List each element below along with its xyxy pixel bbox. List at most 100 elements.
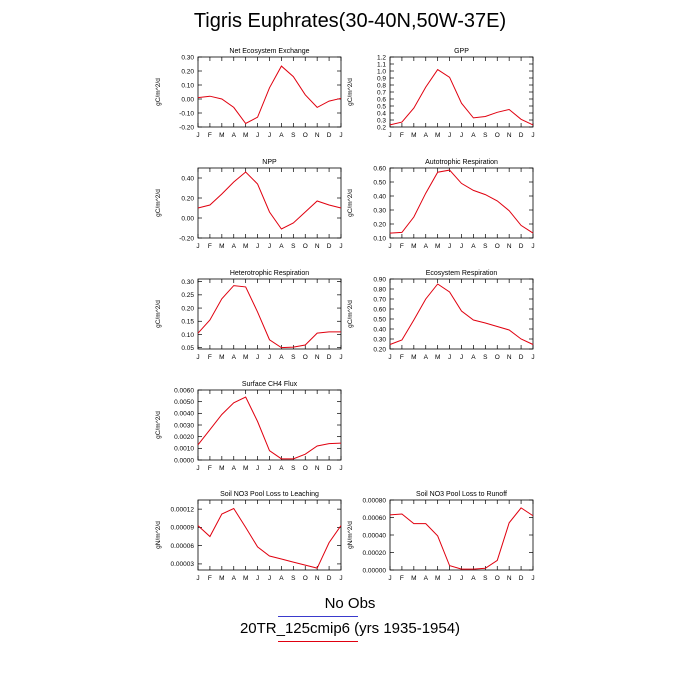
x-tick-label: M [411, 243, 416, 250]
y-axis-label: gC/m^2/d [347, 300, 354, 328]
x-tick-label: J [531, 132, 534, 139]
x-tick-label: D [327, 575, 332, 582]
x-tick-label: J [388, 243, 391, 250]
x-tick-label: J [460, 575, 463, 582]
y-tick-label: 0.30 [181, 54, 194, 61]
y-tick-label: 0.00012 [171, 506, 195, 513]
y-tick-label: 0.15 [181, 319, 194, 326]
chart-panel: GPPgC/m^2/d0.20.30.40.50.60.70.80.91.01.… [347, 48, 535, 139]
y-tick-label: 0.00020 [363, 550, 387, 557]
x-tick-label: S [483, 243, 488, 250]
x-tick-label: J [388, 354, 391, 361]
x-tick-label: N [315, 465, 320, 472]
x-tick-label: D [327, 132, 332, 139]
panel-title: Autotrophic Respiration [425, 159, 498, 166]
y-tick-label: 0.6 [377, 96, 386, 103]
x-tick-label: S [483, 132, 488, 139]
x-tick-label: A [471, 354, 476, 361]
x-tick-label: J [339, 132, 342, 139]
y-tick-label: 0.5 [377, 103, 386, 110]
legend-model-label: 20TR_125cmip6 (yrs 1935-1954) [239, 620, 461, 637]
x-tick-label: F [400, 132, 404, 139]
x-tick-label: S [291, 132, 296, 139]
series-line [389, 68, 534, 126]
x-tick-label: F [400, 354, 404, 361]
y-tick-label: 0.50 [373, 316, 386, 323]
x-tick-label: N [315, 354, 320, 361]
x-tick-label: O [303, 243, 308, 250]
x-tick-label: D [519, 354, 524, 361]
panel-title: Net Ecosystem Exchange [229, 48, 309, 55]
chart-panel: Soil NO3 Pool Loss to Leaching gN/m^2/d 0.… [155, 491, 343, 582]
x-tick-label: A [279, 243, 284, 250]
y-tick-label: 0.40 [373, 326, 386, 333]
y-tick-label: 0.20 [181, 68, 194, 75]
x-tick-label: A [424, 354, 429, 361]
x-tick-label: M [435, 354, 440, 361]
x-tick-label: O [303, 465, 308, 472]
x-tick-label: J [268, 132, 271, 139]
x-tick-label: A [279, 354, 284, 361]
plot-frame [197, 56, 342, 128]
x-tick-label: D [519, 243, 524, 250]
y-tick-label: 1.2 [377, 54, 386, 61]
x-tick-label: J [460, 354, 463, 361]
x-tick-label: J [268, 575, 271, 582]
y-axis-label: gC/m^2/d [155, 411, 162, 439]
x-tick-label: J [196, 243, 199, 250]
y-tick-label: 0.40 [373, 193, 386, 200]
x-tick-label: M [219, 243, 224, 250]
x-tick-label: J [448, 132, 451, 139]
x-tick-label: J [448, 575, 451, 582]
x-tick-label: A [232, 243, 237, 250]
x-tick-label: J [268, 243, 271, 250]
panel-title: Surface CH4 Flux [242, 381, 298, 388]
x-tick-label: M [219, 354, 224, 361]
x-tick-label: A [279, 575, 284, 582]
y-tick-label: -0.20 [179, 124, 194, 131]
x-tick-label: D [519, 132, 524, 139]
x-tick-label: O [495, 132, 500, 139]
x-tick-label: N [315, 132, 320, 139]
x-tick-label: M [219, 465, 224, 472]
x-tick-label: S [291, 465, 296, 472]
panel-title: GPP [454, 48, 469, 55]
chart-panel: Autotrophic Respiration gC/m^2/d 0.10 0.20 0… [347, 159, 535, 250]
plot-frame [197, 499, 342, 571]
y-tick-label: 1.1 [377, 61, 386, 68]
x-tick-label: J [388, 575, 391, 582]
x-tick-label: J [448, 243, 451, 250]
x-tick-label: F [400, 575, 404, 582]
y-tick-label: 0.9 [377, 75, 386, 82]
y-tick-label: 0.0010 [174, 446, 194, 453]
y-axis-label: gN/m^2/d [347, 521, 354, 549]
y-tick-label: 0.10 [181, 82, 194, 89]
x-tick-label: M [435, 132, 440, 139]
x-tick-label: S [483, 575, 488, 582]
series-line [197, 65, 342, 125]
y-tick-label: 0.20 [181, 195, 194, 202]
x-tick-label: A [232, 354, 237, 361]
y-tick-label: 0.00000 [363, 567, 387, 574]
y-axis-label: gC/m^2/d [155, 78, 162, 106]
x-tick-label: F [208, 575, 212, 582]
x-tick-label: J [196, 575, 199, 582]
y-tick-label: 0.40 [181, 175, 194, 182]
plot-frame [389, 56, 534, 128]
y-tick-label: 0.30 [373, 207, 386, 214]
y-tick-label: 0.30 [181, 279, 194, 286]
x-tick-label: J [268, 354, 271, 361]
legend-model-line [278, 641, 358, 642]
series-line [197, 285, 341, 349]
chart-panel: Ecosystem Respiration gC/m^2/d 0.20 0.30 0.4… [347, 270, 535, 361]
y-tick-label: 0.0060 [174, 387, 194, 394]
y-tick-label: -0.20 [179, 235, 194, 242]
x-tick-label: J [339, 465, 342, 472]
x-tick-label: M [243, 243, 248, 250]
y-tick-label: 0.60 [373, 165, 386, 172]
x-tick-label: J [196, 132, 199, 139]
panel-title: Soil NO3 Pool Loss to Leaching [220, 491, 319, 498]
y-tick-label: 0.0020 [174, 434, 194, 441]
x-tick-label: M [435, 243, 440, 250]
x-tick-label: J [256, 243, 259, 250]
